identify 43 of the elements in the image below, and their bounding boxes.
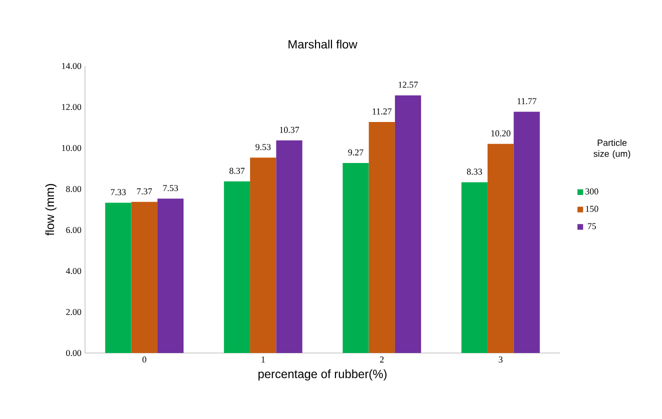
data-label: 11.77 <box>518 98 536 104</box>
y-tick-label: 6.00 <box>66 226 82 234</box>
data-label: 7.33 <box>111 189 126 196</box>
data-label: 7.37 <box>137 188 152 194</box>
data-label: 9.27 <box>348 149 364 156</box>
bar <box>461 182 488 353</box>
data-label: 10.20 <box>491 130 510 136</box>
y-tick-label: 14.00 <box>62 62 82 70</box>
data-label: 10.37 <box>280 126 300 133</box>
x-tick-label: 2 <box>380 356 384 362</box>
y-tick-label: 8.00 <box>66 186 82 192</box>
chart-title: Marshall flow <box>288 40 358 49</box>
data-label: 11.27 <box>372 108 392 114</box>
x-tick-label: 0 <box>142 356 146 363</box>
data-label: 8.37 <box>230 168 245 174</box>
bar <box>368 122 395 353</box>
bar <box>514 112 540 353</box>
y-axis-title: flow (mm) <box>45 184 56 236</box>
legend-label: 75 <box>588 223 596 230</box>
bar <box>131 202 158 353</box>
x-axis-title: percentage of rubber(%) <box>258 369 387 381</box>
x-tick-label: 1 <box>262 356 265 362</box>
data-label: 8.33 <box>467 168 482 175</box>
y-tick-label: 12.00 <box>62 104 82 110</box>
bar <box>250 158 276 353</box>
bar <box>488 144 514 353</box>
data-label: 12.57 <box>398 82 418 88</box>
data-label: 7.53 <box>163 185 178 192</box>
bar <box>276 140 302 353</box>
bar <box>224 181 250 353</box>
bar <box>105 202 132 353</box>
legend-label: 300 <box>586 188 598 194</box>
y-tick-label: 0.00 <box>66 350 82 356</box>
y-tick-label: 10.00 <box>62 144 82 152</box>
bar <box>394 95 422 353</box>
x-tick-label: 3 <box>498 356 503 363</box>
legend-label: 150 <box>586 206 598 212</box>
data-label: 9.53 <box>256 144 271 150</box>
legend-title: Particle size (um) <box>594 139 630 159</box>
y-tick-label: 4.00 <box>66 268 82 274</box>
y-tick-label: 2.00 <box>66 308 82 316</box>
bar <box>342 162 369 353</box>
bar <box>157 198 184 353</box>
